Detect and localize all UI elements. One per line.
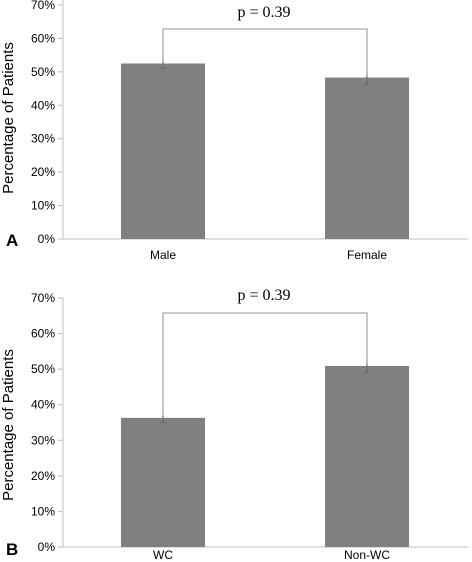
y-tick-label: 10% (31, 199, 55, 213)
chart-panel-b: B Percentage of Patients p = 0.39 0% 10% 2… (0, 287, 468, 562)
y-tick-label: 70% (31, 291, 55, 305)
x-tick-label: Male (150, 248, 176, 262)
y-tick-label: 30% (31, 433, 55, 447)
y-tick-label: 10% (31, 504, 55, 518)
bar-wc (121, 417, 205, 547)
y-tick-label: 30% (31, 132, 55, 146)
y-tick-label: 40% (31, 98, 55, 112)
p-value-annotation: p = 0.39 (237, 287, 290, 304)
y-axis-label: Percentage of Patients (0, 42, 17, 194)
y-tick-label: 70% (31, 0, 55, 12)
y-tick-label: 60% (31, 31, 55, 45)
bar-male (121, 63, 205, 239)
panel-label: A (6, 231, 18, 250)
p-value-annotation: p = 0.39 (237, 4, 290, 21)
y-axis-label: Percentage of Patients (0, 349, 17, 501)
bar-non-wc (325, 365, 409, 547)
x-tick-label: WC (153, 548, 173, 562)
x-tick-labels: Male Female (150, 248, 387, 262)
panel-label: B (6, 540, 18, 559)
significance-bracket (162, 312, 368, 416)
bracket-line (162, 28, 368, 76)
bars (121, 365, 409, 547)
y-tick-label: 20% (31, 469, 55, 483)
y-tick-label: 50% (31, 362, 55, 376)
y-tick-label: 60% (31, 327, 55, 341)
y-ticks: 0% 10% 20% 30% 40% 50% 60% 70% (31, 291, 63, 554)
bar-female (325, 77, 409, 239)
bracket-line (162, 312, 368, 416)
x-tick-label: Female (347, 248, 387, 262)
y-ticks: 0% 10% 20% 30% 40% 50% 60% 70% (31, 0, 63, 246)
bars (121, 63, 409, 239)
y-tick-label: 40% (31, 398, 55, 412)
y-tick-label: 50% (31, 65, 55, 79)
chart-panel-a: A Percentage of Patients p = 0.39 0% 10% 2… (0, 0, 468, 262)
x-tick-labels: WC Non-WC (153, 548, 390, 562)
x-tick-label: Non-WC (344, 548, 390, 562)
significance-bracket (162, 28, 368, 76)
y-tick-label: 20% (31, 165, 55, 179)
y-tick-label: 0% (38, 232, 56, 246)
y-tick-label: 0% (38, 540, 56, 554)
